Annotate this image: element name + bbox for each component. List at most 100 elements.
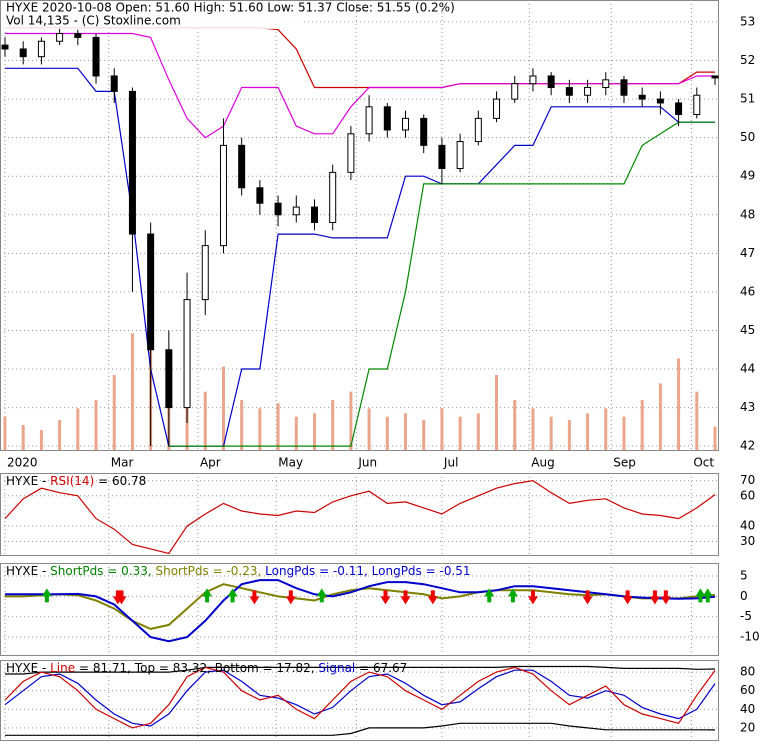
series-line bbox=[5, 67, 715, 447]
y-tick-label: 40 bbox=[740, 519, 755, 533]
up-arrow bbox=[702, 588, 713, 603]
y-tick-label: 53 bbox=[740, 14, 755, 28]
chart-title: HYXE - Line = 81.71, Top = 83.32, Bottom… bbox=[6, 661, 407, 675]
panel-frame bbox=[0, 0, 719, 451]
x-tick-label: Jun bbox=[357, 456, 377, 470]
panel-frame bbox=[0, 660, 719, 741]
candle-body bbox=[56, 33, 64, 42]
candle-body bbox=[584, 87, 592, 96]
volume-bar bbox=[531, 408, 535, 450]
volume-bar bbox=[622, 416, 626, 450]
volume-bar bbox=[39, 430, 43, 450]
title-part: = 60.78 bbox=[94, 474, 146, 488]
chart-subtitle: Vol 14,135 - (C) Stoxline.com bbox=[6, 14, 181, 28]
volume-bar bbox=[258, 408, 262, 450]
candle-body bbox=[620, 79, 628, 96]
candle-body bbox=[383, 106, 391, 131]
candle-body bbox=[19, 48, 27, 58]
y-tick-label: 40 bbox=[740, 702, 755, 716]
title-part: HYXE - bbox=[6, 474, 50, 488]
candle-body bbox=[711, 75, 719, 79]
candle-body bbox=[110, 75, 118, 92]
volume-bar bbox=[76, 408, 80, 450]
candle-body bbox=[547, 75, 555, 89]
volume-bar bbox=[112, 375, 116, 450]
candle-body bbox=[238, 144, 246, 189]
candle-body bbox=[329, 171, 337, 223]
volume-bar bbox=[21, 425, 25, 450]
candle-body bbox=[511, 83, 519, 100]
y-tick-label: 80 bbox=[740, 665, 755, 679]
up-arrow bbox=[484, 588, 495, 603]
up-arrow bbox=[507, 588, 518, 603]
volume-bar bbox=[130, 333, 134, 450]
x-tick-label: Oct bbox=[693, 456, 714, 470]
up-arrow bbox=[227, 588, 238, 603]
candle-body bbox=[693, 94, 701, 116]
candle-body bbox=[201, 245, 209, 301]
up-arrow bbox=[202, 588, 213, 603]
candle-body bbox=[219, 144, 227, 247]
volume-bar bbox=[385, 416, 389, 450]
candle-body bbox=[638, 94, 646, 100]
candle-body bbox=[493, 98, 501, 119]
candle-body bbox=[347, 133, 355, 173]
candle-body bbox=[274, 202, 282, 216]
down-arrow bbox=[116, 590, 127, 605]
volume-bar bbox=[367, 408, 371, 450]
y-tick-label: 30 bbox=[740, 534, 755, 548]
series-line bbox=[4, 669, 716, 727]
title-part: LongPds = -0.11, bbox=[265, 564, 372, 578]
series-line bbox=[5, 665, 716, 675]
volume-bar bbox=[276, 403, 280, 450]
chart-title: HYXE 2020-10-08 Open: 51.60 High: 51.60 … bbox=[6, 1, 455, 15]
down-arrow bbox=[285, 590, 296, 605]
title-part: Line bbox=[50, 661, 75, 675]
candle-body bbox=[656, 98, 664, 104]
volume-bar bbox=[404, 413, 408, 450]
panel-frame bbox=[0, 563, 719, 656]
volume-bar bbox=[513, 400, 517, 450]
volume-bar bbox=[349, 391, 353, 450]
title-part: ShortPds = -0.23, bbox=[155, 564, 265, 578]
volume-bar bbox=[294, 416, 298, 450]
down-arrow bbox=[660, 590, 671, 605]
title-part: = 67.67 bbox=[355, 661, 407, 675]
down-arrow bbox=[622, 590, 633, 605]
volume-bar bbox=[640, 400, 644, 450]
x-tick-label: May bbox=[278, 456, 303, 470]
series-line bbox=[4, 479, 716, 555]
y-tick-label: 20 bbox=[740, 720, 755, 734]
candle-body bbox=[256, 187, 264, 204]
candle-body bbox=[1, 44, 9, 50]
down-arrow bbox=[527, 590, 538, 605]
title-part: LongPds = -0.51 bbox=[372, 564, 471, 578]
down-arrow bbox=[249, 590, 260, 605]
candle-body bbox=[183, 299, 191, 409]
y-tick-label: -5 bbox=[740, 609, 752, 623]
y-tick-label: 49 bbox=[740, 169, 755, 183]
volume-bar bbox=[567, 420, 571, 450]
candle-body bbox=[92, 36, 100, 77]
volume-bar bbox=[549, 416, 553, 450]
candle-body bbox=[310, 206, 318, 223]
volume-bar bbox=[58, 420, 62, 450]
volume-bar bbox=[658, 383, 662, 450]
down-arrow bbox=[582, 590, 593, 605]
up-arrow bbox=[41, 588, 52, 603]
x-tick-label: 2020 bbox=[7, 456, 38, 470]
y-tick-label: 45 bbox=[740, 323, 755, 337]
title-part: HYXE - bbox=[6, 564, 50, 578]
volume-bar bbox=[713, 426, 717, 450]
y-tick-label: 44 bbox=[740, 362, 755, 376]
volume-bar bbox=[203, 391, 207, 450]
y-tick-label: 42 bbox=[740, 439, 755, 453]
candle-body bbox=[365, 106, 373, 135]
candle-body bbox=[456, 141, 464, 170]
candle-body bbox=[292, 206, 300, 216]
up-arrow bbox=[316, 588, 327, 603]
title-part: HYXE - bbox=[6, 661, 50, 675]
series-line bbox=[5, 579, 716, 643]
title-part: Signal bbox=[318, 661, 355, 675]
series-line bbox=[5, 32, 715, 139]
